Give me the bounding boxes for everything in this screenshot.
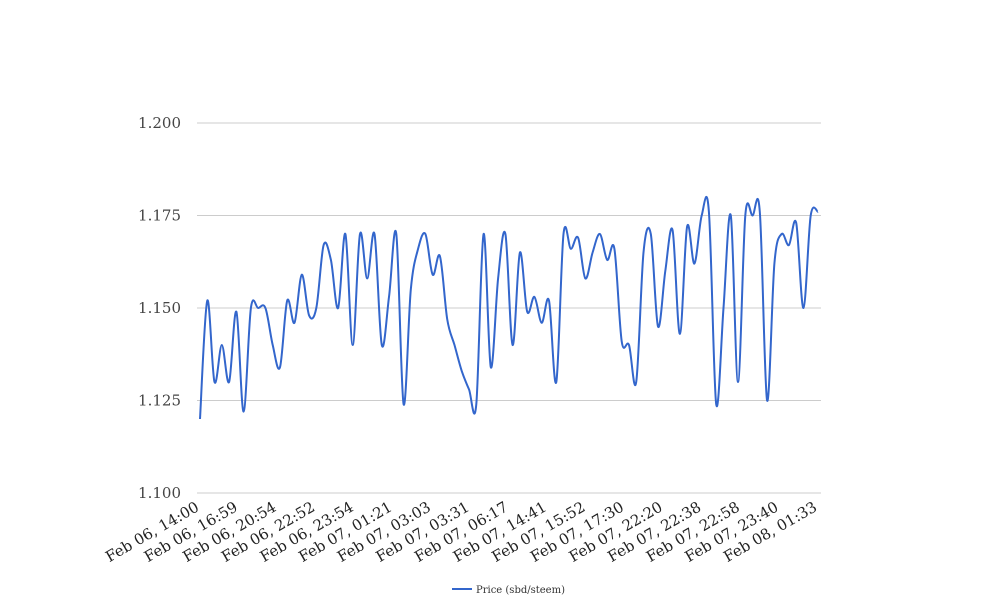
data-point bbox=[249, 306, 253, 310]
data-point bbox=[532, 295, 536, 299]
data-point bbox=[707, 210, 711, 214]
data-point bbox=[329, 258, 333, 262]
data-point bbox=[278, 365, 282, 369]
y-tick-label: 1.175 bbox=[138, 207, 181, 225]
data-point bbox=[365, 276, 369, 280]
data-point bbox=[205, 299, 209, 303]
data-point bbox=[809, 214, 813, 218]
data-point bbox=[780, 232, 784, 236]
data-point bbox=[511, 343, 515, 347]
data-point bbox=[234, 310, 238, 314]
data-point bbox=[656, 325, 660, 329]
data-point bbox=[438, 254, 442, 258]
data-point bbox=[612, 247, 616, 251]
data-point bbox=[271, 343, 275, 347]
data-point bbox=[714, 402, 718, 406]
data-point bbox=[409, 288, 413, 292]
data-point bbox=[336, 306, 340, 310]
data-point bbox=[213, 380, 217, 384]
series-line-price bbox=[199, 195, 819, 420]
data-point bbox=[547, 299, 551, 303]
data-point bbox=[460, 369, 464, 373]
data-point bbox=[591, 251, 595, 255]
data-point bbox=[758, 210, 762, 214]
data-point bbox=[518, 251, 522, 255]
data-point bbox=[256, 306, 260, 310]
data-point bbox=[394, 232, 398, 236]
data-point bbox=[576, 236, 580, 240]
data-point bbox=[380, 343, 384, 347]
data-point bbox=[787, 243, 791, 247]
data-point bbox=[423, 232, 427, 236]
data-point bbox=[736, 380, 740, 384]
data-point bbox=[242, 410, 246, 414]
data-point bbox=[540, 321, 544, 325]
data-point bbox=[416, 247, 420, 251]
legend-label: Price (sbd/steem) bbox=[476, 585, 565, 596]
data-point bbox=[794, 221, 798, 225]
data-point bbox=[554, 380, 558, 384]
data-point bbox=[765, 399, 769, 403]
data-point bbox=[227, 380, 231, 384]
data-point bbox=[322, 243, 326, 247]
data-point bbox=[751, 214, 755, 218]
data-point bbox=[387, 295, 391, 299]
data-point bbox=[220, 343, 224, 347]
data-point bbox=[772, 262, 776, 266]
data-point bbox=[671, 228, 675, 232]
data-point bbox=[598, 232, 602, 236]
data-point bbox=[685, 225, 689, 229]
y-tick-label: 1.125 bbox=[138, 392, 181, 410]
data-point bbox=[489, 365, 493, 369]
series-layer bbox=[198, 195, 820, 421]
y-tick-label: 1.100 bbox=[138, 484, 181, 502]
data-point bbox=[692, 262, 696, 266]
data-point bbox=[583, 276, 587, 280]
data-point bbox=[358, 232, 362, 236]
data-point bbox=[743, 214, 747, 218]
y-axis-tick-labels: 1.200 1.175 1.150 1.125 1.100 bbox=[138, 114, 181, 502]
data-point bbox=[474, 402, 478, 406]
y-tick-label: 1.150 bbox=[138, 299, 181, 317]
data-point bbox=[467, 387, 471, 391]
data-point bbox=[569, 247, 573, 251]
data-point bbox=[620, 339, 624, 343]
y-tick-label: 1.200 bbox=[138, 114, 181, 132]
data-point bbox=[263, 306, 267, 310]
data-point bbox=[293, 321, 297, 325]
data-point bbox=[649, 232, 653, 236]
data-point bbox=[453, 343, 457, 347]
data-point bbox=[496, 276, 500, 280]
data-point bbox=[634, 380, 638, 384]
data-point bbox=[627, 343, 631, 347]
data-point bbox=[802, 306, 806, 310]
data-point bbox=[351, 343, 355, 347]
data-point bbox=[307, 313, 311, 317]
data-point bbox=[431, 273, 435, 277]
data-point bbox=[445, 317, 449, 321]
data-point bbox=[198, 417, 202, 421]
data-point bbox=[678, 332, 682, 336]
data-point bbox=[343, 232, 347, 236]
data-point bbox=[663, 269, 667, 273]
data-point bbox=[562, 232, 566, 236]
data-point bbox=[300, 273, 304, 277]
data-point bbox=[402, 402, 406, 406]
data-point bbox=[373, 232, 377, 236]
data-point bbox=[605, 258, 609, 262]
data-point bbox=[729, 214, 733, 218]
data-point bbox=[314, 306, 318, 310]
data-point bbox=[722, 306, 726, 310]
data-point bbox=[482, 232, 486, 236]
data-point bbox=[503, 232, 507, 236]
data-point bbox=[700, 214, 704, 218]
data-point bbox=[525, 310, 529, 314]
data-point bbox=[816, 210, 820, 214]
data-point bbox=[285, 299, 289, 303]
data-point bbox=[642, 251, 646, 255]
legend: Price (sbd/steem) bbox=[452, 585, 565, 596]
